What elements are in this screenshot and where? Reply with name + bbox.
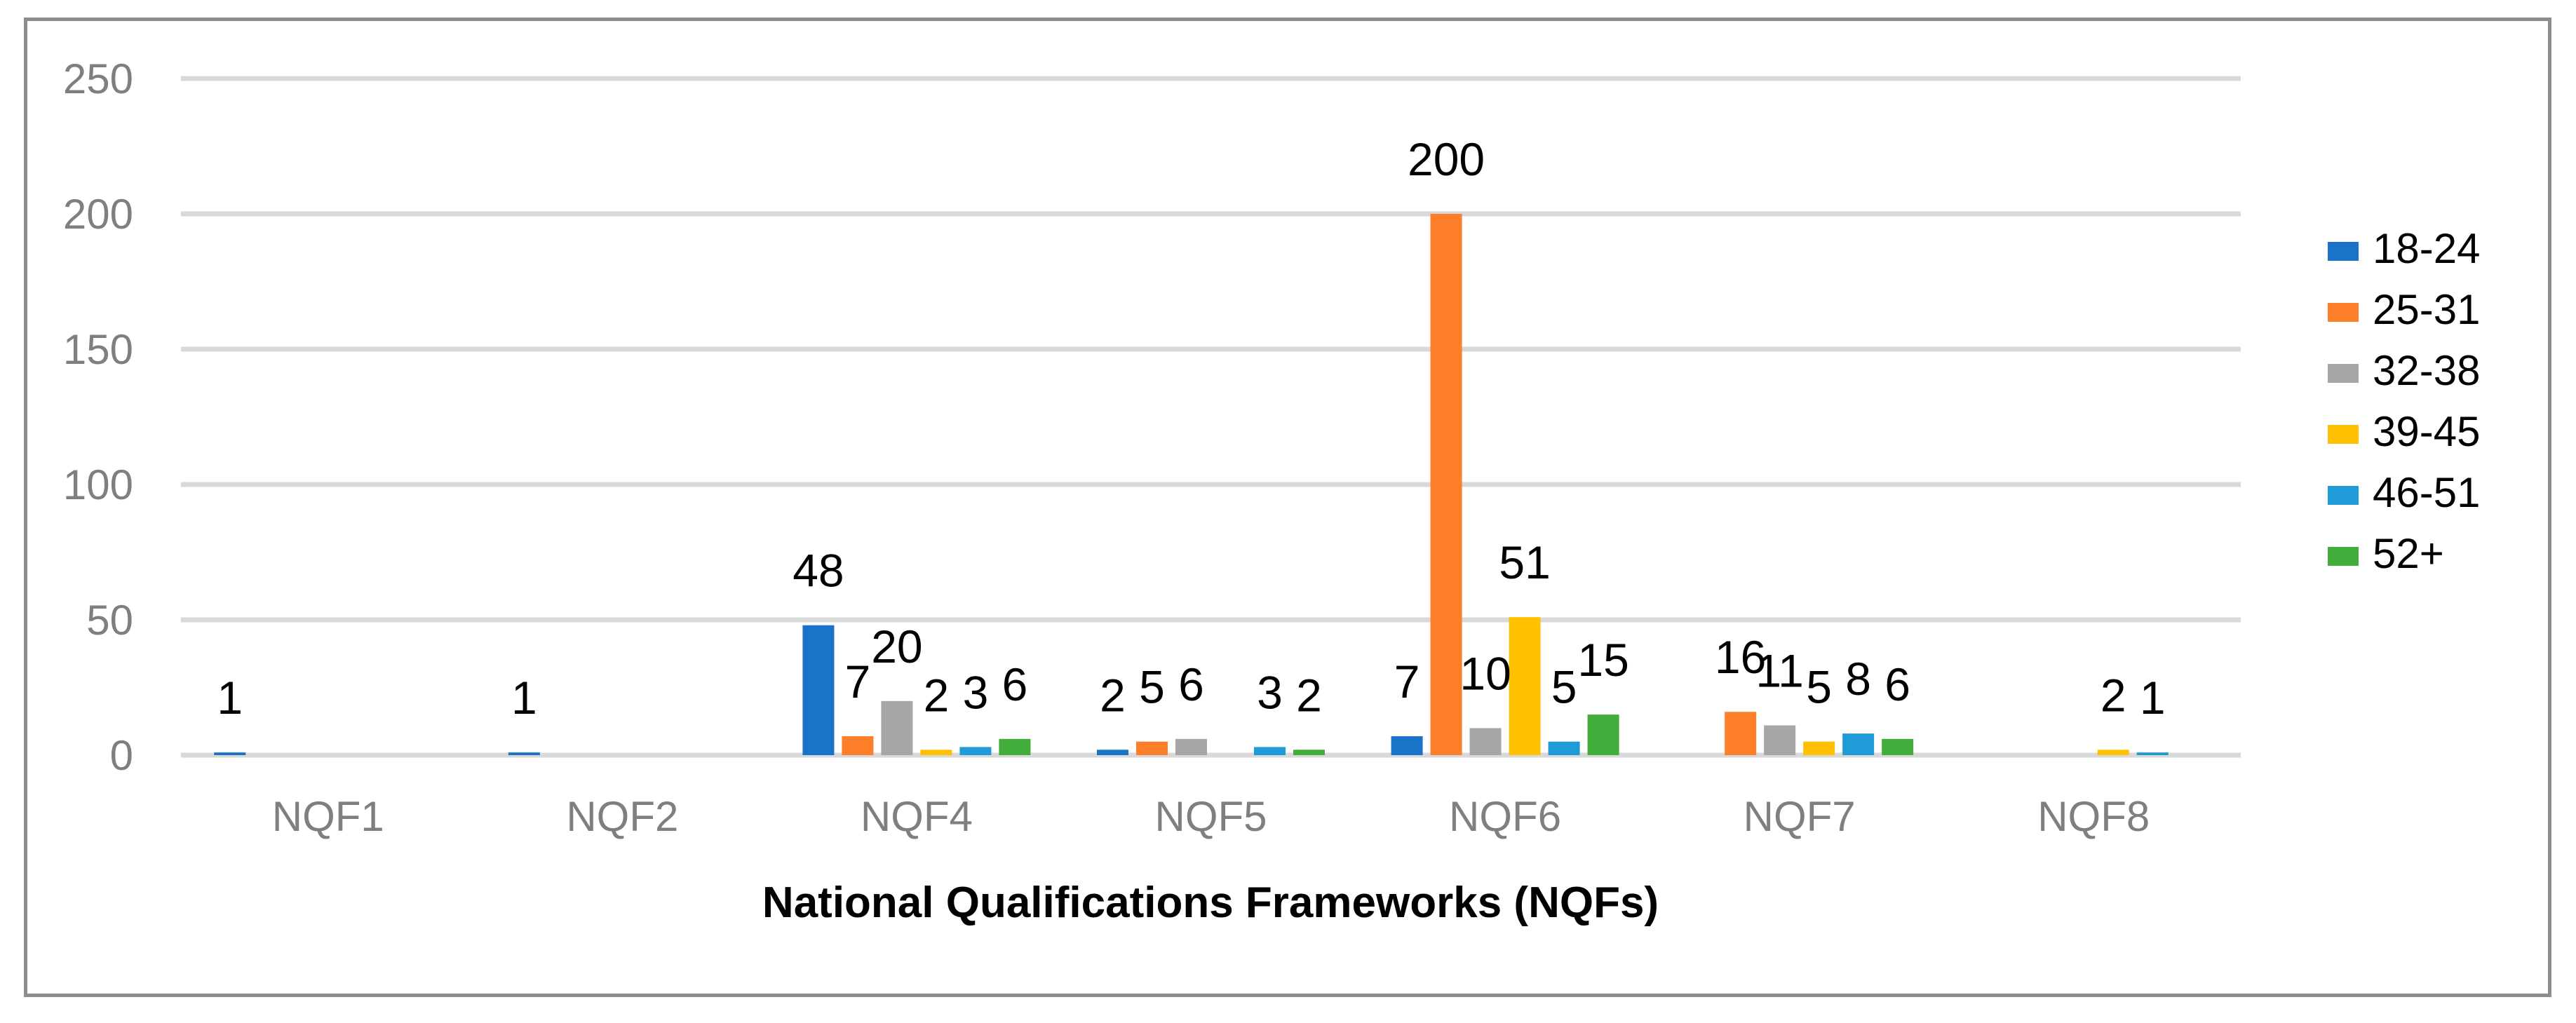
data-label: 2 [1100, 669, 1126, 721]
gridline [181, 482, 2241, 487]
gridline [181, 752, 2241, 758]
bar-nqf8-46-51[interactable] [2136, 752, 2169, 755]
data-label: 5 [1139, 661, 1165, 713]
data-label: 48 [793, 545, 844, 597]
y-tick-label: 100 [63, 461, 133, 508]
bar-nqf7-52plus[interactable] [1882, 738, 1914, 755]
gridline [181, 211, 2241, 217]
data-label: 7 [1394, 656, 1420, 707]
bar-nqf4-18-24[interactable] [802, 625, 835, 755]
data-label: 51 [1499, 536, 1550, 588]
bar-nqf7-46-51[interactable] [1842, 733, 1875, 755]
data-label: 1 [511, 672, 537, 724]
x-tick-label: NQF4 [861, 793, 973, 840]
x-tick-label: NQF8 [2037, 793, 2150, 840]
data-label: 5 [1551, 661, 1577, 713]
y-axis-ticks: 0 50 100 150 200 250 [63, 55, 133, 779]
y-tick-label: 200 [63, 191, 133, 238]
bar-nqf6-39-45[interactable] [1509, 617, 1541, 755]
data-label: 1 [2140, 672, 2166, 724]
legend-swatch-icon [2328, 303, 2359, 322]
legend-label: 39-45 [2373, 408, 2480, 455]
bar-nqf4-52plus[interactable] [999, 738, 1031, 755]
bar-nqf7-32-38[interactable] [1764, 725, 1796, 755]
gridline [181, 346, 2241, 352]
gridline [181, 617, 2241, 623]
bar-nqf1-18-24[interactable] [214, 752, 246, 755]
x-tick-label: NQF1 [272, 793, 384, 840]
legend-swatch-icon [2328, 364, 2359, 383]
legend-swatch-icon [2328, 425, 2359, 444]
bar-nqf6-32-38[interactable] [1469, 728, 1502, 755]
y-tick-label: 250 [63, 55, 133, 102]
data-label: 6 [1178, 658, 1204, 710]
legend-swatch-icon [2328, 547, 2359, 566]
data-label: 3 [963, 666, 989, 718]
data-label: 2 [924, 669, 950, 721]
bar-nqf7-25-31[interactable] [1725, 712, 1757, 755]
bar-nqf5-46-51[interactable] [1254, 747, 1286, 755]
bar-nqf5-18-24[interactable] [1097, 750, 1128, 755]
bar-nqf4-46-51[interactable] [959, 747, 992, 755]
data-label: 3 [1257, 666, 1283, 718]
x-axis-title: National Qualifications Frameworks (NQFs… [762, 879, 1659, 927]
legend-item-25-31[interactable]: 25-31 [2328, 286, 2480, 333]
bar-nqf4-39-45[interactable] [920, 750, 952, 755]
bar-nqf5-52plus[interactable] [1293, 750, 1325, 755]
legend-item-46-51[interactable]: 46-51 [2328, 469, 2480, 516]
legend-item-18-24[interactable]: 18-24 [2328, 225, 2480, 272]
bar-nqf2-18-24[interactable] [508, 752, 540, 755]
data-label: 1 [217, 672, 243, 724]
data-label: 16 [1715, 631, 1766, 683]
legend-label: 46-51 [2373, 469, 2480, 516]
legend-label: 52+ [2373, 530, 2444, 577]
x-tick-label: NQF6 [1449, 793, 1561, 840]
x-tick-label: NQF2 [566, 793, 678, 840]
bar-nqf4-25-31[interactable] [842, 736, 874, 755]
y-tick-label: 0 [110, 732, 133, 779]
legend-label: 25-31 [2373, 286, 2480, 333]
legend-item-32-38[interactable]: 32-38 [2328, 347, 2480, 394]
bar-nqf7-39-45[interactable] [1803, 741, 1835, 755]
legend-label: 18-24 [2373, 225, 2480, 272]
data-label: 11 [1755, 645, 1804, 697]
bar-nqf8-39-45[interactable] [2097, 750, 2129, 755]
data-label: 6 [1884, 658, 1910, 710]
data-label: 6 [1002, 658, 1028, 710]
data-label: 7 [845, 656, 871, 707]
legend-label: 32-38 [2373, 347, 2480, 394]
data-label: 10 [1459, 647, 1511, 699]
legend-item-52plus[interactable]: 52+ [2328, 530, 2444, 577]
data-label: 20 [871, 621, 922, 672]
legend-swatch-icon [2328, 486, 2359, 505]
gridline [181, 76, 2241, 81]
bar-nqf6-25-31[interactable] [1430, 214, 1462, 755]
y-tick-label: 50 [86, 597, 133, 644]
data-label: 2 [2100, 669, 2126, 721]
bar-nqf6-18-24[interactable] [1391, 736, 1423, 755]
x-tick-label: NQF7 [1744, 793, 1856, 840]
data-label: 2 [1296, 669, 1322, 721]
gridlines [181, 76, 2241, 758]
legend-item-39-45[interactable]: 39-45 [2328, 408, 2480, 455]
bar-nqf6-52plus[interactable] [1587, 714, 1619, 755]
bar-nqf4-32-38[interactable] [881, 700, 913, 755]
bar-nqf6-46-51[interactable] [1548, 741, 1580, 755]
x-tick-label: NQF5 [1154, 793, 1267, 840]
data-label: 8 [1845, 653, 1871, 705]
y-tick-label: 150 [63, 326, 133, 373]
bar-nqf5-25-31[interactable] [1136, 741, 1168, 755]
data-label: 5 [1806, 661, 1832, 713]
data-label: 15 [1577, 634, 1628, 686]
bars [214, 214, 2169, 755]
x-axis-ticks: NQF1 NQF2 NQF4 NQF5 NQF6 NQF7 NQF8 [272, 793, 2150, 840]
bar-nqf5-32-38[interactable] [1175, 738, 1207, 755]
data-label: 200 [1408, 133, 1485, 185]
legend-swatch-icon [2328, 242, 2359, 261]
legend: 18-24 25-31 32-38 39-45 46-51 52+ [2328, 225, 2480, 577]
chart-frame [24, 18, 2551, 997]
